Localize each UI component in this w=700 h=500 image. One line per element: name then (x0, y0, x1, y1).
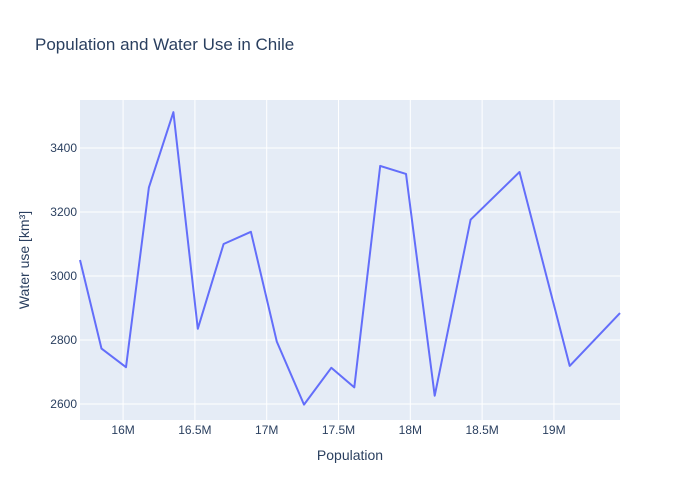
y-axis-title: Water use [km³] (16, 211, 32, 309)
y-tick-label: 2800 (50, 333, 77, 347)
y-tick-label: 3400 (50, 141, 77, 155)
x-tick-label: 19M (542, 423, 565, 437)
y-tick-label: 2600 (50, 397, 77, 411)
x-axis-title: Population (317, 447, 383, 463)
x-tick-label: 17.5M (322, 423, 355, 437)
series-layer (79, 111, 621, 406)
y-tick-label: 3200 (50, 205, 77, 219)
y-tick-label: 3000 (50, 269, 77, 283)
x-tick-label: 18.5M (465, 423, 498, 437)
y-axis-ticks: 2600 2800 3000 3200 3400 (50, 141, 77, 411)
series-line (79, 111, 621, 406)
x-tick-label: 17M (255, 423, 278, 437)
chart-title: Population and Water Use in Chile (35, 35, 294, 54)
x-tick-label: 16M (111, 423, 134, 437)
plot-background (80, 100, 620, 420)
x-axis-ticks: 16M 16.5M 17M 17.5M 18M 18.5M 19M (111, 423, 565, 437)
grid-lines (80, 100, 620, 420)
x-tick-label: 16.5M (178, 423, 211, 437)
x-tick-label: 18M (399, 423, 422, 437)
